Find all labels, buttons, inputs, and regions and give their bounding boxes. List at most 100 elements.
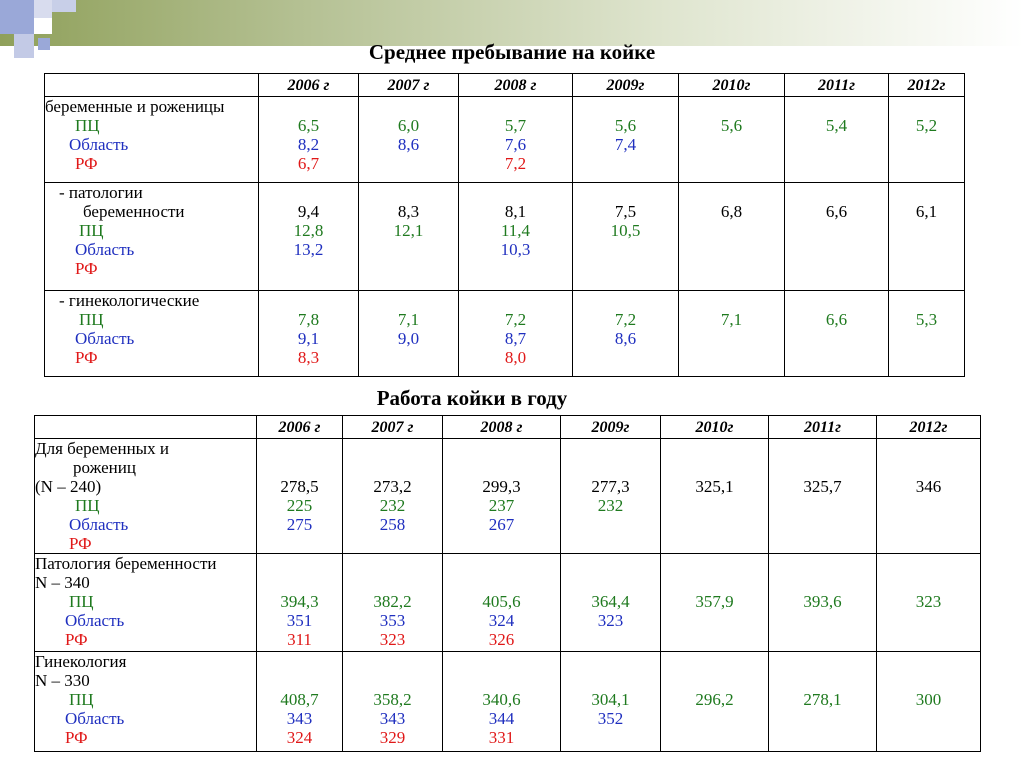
label-line: - патологии <box>59 183 143 202</box>
value <box>889 291 964 310</box>
value: 325,7 <box>803 477 842 496</box>
header-row: 2006 г 2007 г 2008 г 2009г 2010г 2011г 2012г <box>34 415 981 439</box>
value-cell: 6,6 <box>784 290 889 377</box>
value-cell: 5,6 <box>678 96 785 183</box>
value: 8,3 <box>397 202 420 221</box>
label-line: РФ <box>75 154 98 173</box>
value-cell: 304,1 352 <box>560 651 661 752</box>
value <box>769 709 876 728</box>
value: 323 <box>379 630 406 649</box>
table-row: Патология беременности N – 340 ПЦ Область РФ… <box>34 553 981 652</box>
value: 232 <box>379 496 406 515</box>
year-header: 2008 г <box>442 415 561 439</box>
value <box>561 554 660 573</box>
year-header: 2009г <box>572 73 679 97</box>
value: 323 <box>915 592 942 611</box>
value: 7,8 <box>297 310 320 329</box>
value: 6,7 <box>297 154 320 173</box>
decor-square <box>14 34 34 58</box>
value <box>679 259 784 278</box>
value: 9,1 <box>297 329 320 348</box>
value-cell: 273,2 232 258 <box>342 438 443 554</box>
value: 237 <box>488 496 515 515</box>
value: 277,3 <box>591 477 630 496</box>
label-line: Область <box>75 329 135 348</box>
year-header: 2010г <box>660 415 769 439</box>
average-stay-table: 2006 г 2007 г 2008 г 2009г 2010г 2011г 2012г бе… <box>44 73 965 377</box>
value <box>573 154 678 173</box>
label-line: - гинекологические <box>59 291 200 310</box>
value: 8,7 <box>504 329 527 348</box>
value: 9,4 <box>297 202 320 221</box>
value-cell: 7,8 9,1 8,3 <box>258 290 359 377</box>
value <box>257 458 342 477</box>
value <box>343 534 442 553</box>
value <box>785 291 888 310</box>
value-cell: 364,4 323 <box>560 553 661 652</box>
value <box>443 652 560 671</box>
label-line: N – 340 <box>35 573 90 592</box>
row-label: Гинекология N – 330 ПЦ Область РФ <box>34 651 257 752</box>
value <box>785 135 888 154</box>
value <box>679 329 784 348</box>
value <box>785 183 888 202</box>
value-cell: 8,1 11,4 10,3 <box>458 182 573 291</box>
value <box>889 221 964 240</box>
header-row: 2006 г 2007 г 2008 г 2009г 2010г 2011г 2012г <box>44 73 965 97</box>
label-line: рожениц <box>73 458 136 477</box>
value: 275 <box>286 515 313 534</box>
value: 6,6 <box>825 310 848 329</box>
value: 7,1 <box>720 310 743 329</box>
value <box>661 652 768 671</box>
value <box>359 154 458 173</box>
label-line: РФ <box>65 728 88 747</box>
value: 7,6 <box>504 135 527 154</box>
value <box>661 439 768 458</box>
value-cell: 394,3 351 311 <box>256 553 343 652</box>
label-line: Область <box>69 515 129 534</box>
value-cell: 277,3 232 <box>560 438 661 554</box>
value: 393,6 <box>803 592 842 611</box>
value-cell: 6,5 8,2 6,7 <box>258 96 359 183</box>
value <box>259 183 358 202</box>
value: 5,2 <box>915 116 938 135</box>
decor-square <box>34 18 52 34</box>
value <box>661 496 768 515</box>
value <box>889 135 964 154</box>
value <box>769 611 876 630</box>
value: 267 <box>488 515 515 534</box>
value: 358,2 <box>373 690 412 709</box>
decor-square <box>34 0 52 18</box>
value <box>459 97 572 116</box>
value <box>573 183 678 202</box>
value: 323 <box>597 611 624 630</box>
value <box>877 554 980 573</box>
value: 8,3 <box>297 348 320 367</box>
label-line: ПЦ <box>69 690 94 709</box>
value-cell: 7,2 8,6 <box>572 290 679 377</box>
value <box>889 240 964 259</box>
value <box>889 97 964 116</box>
value-cell: 8,3 12,1 <box>358 182 459 291</box>
value-cell: 6,1 <box>888 182 965 291</box>
value <box>769 439 876 458</box>
table-row: - гинекологические ПЦ Область РФ 7,8 9,1 8,3 7,… <box>44 290 965 377</box>
value: 299,3 <box>482 477 521 496</box>
value <box>661 728 768 747</box>
value: 7,2 <box>504 154 527 173</box>
label-line: РФ <box>75 259 98 278</box>
year-header: 2011г <box>768 415 877 439</box>
value: 394,3 <box>280 592 319 611</box>
value-cell: 382,2 353 323 <box>342 553 443 652</box>
value <box>257 534 342 553</box>
label-line: Гинекология <box>35 652 127 671</box>
value-cell: 325,7 <box>768 438 877 554</box>
value <box>877 515 980 534</box>
value <box>661 554 768 573</box>
value <box>661 573 768 592</box>
value-cell: 408,7 343 324 <box>256 651 343 752</box>
value <box>785 348 888 367</box>
value <box>877 611 980 630</box>
header-gradient-band <box>0 0 1024 46</box>
value <box>785 154 888 173</box>
